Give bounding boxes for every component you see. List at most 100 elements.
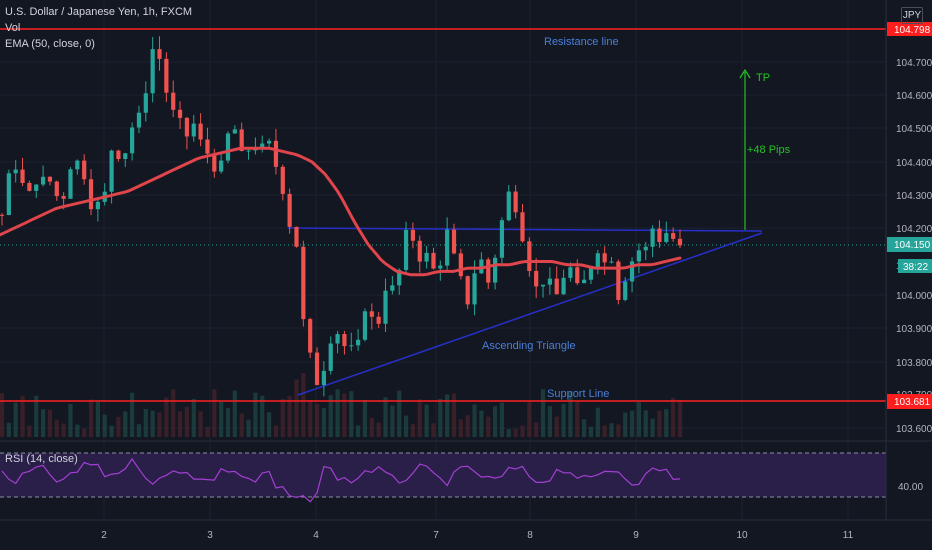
candle-body — [499, 220, 505, 258]
volume-bar — [95, 400, 100, 437]
volume-bar — [171, 389, 176, 437]
candle-body — [232, 129, 237, 134]
volume-bar — [445, 394, 450, 437]
time-tick: 9 — [633, 530, 639, 541]
candle-body — [0, 214, 5, 216]
volume-bar — [82, 428, 87, 437]
candle-body — [88, 179, 94, 210]
candle-body — [623, 281, 628, 300]
volume-bar — [390, 405, 395, 437]
volume-bar — [657, 410, 662, 437]
candle-body — [568, 267, 573, 278]
candle-body — [356, 339, 361, 346]
candle-body — [116, 150, 121, 160]
candle-body — [13, 169, 18, 174]
volume-bar — [13, 402, 18, 437]
volume-bar — [403, 415, 409, 437]
candle-body — [287, 193, 292, 227]
candle-body — [314, 352, 320, 386]
resistance-price-text: 104.798 — [894, 25, 931, 36]
resistance-label: Resistance line — [544, 36, 619, 48]
price-tick: 103.900 — [896, 324, 932, 335]
volume-bar — [273, 425, 279, 437]
volume-bar — [356, 425, 361, 437]
candle-body — [575, 267, 580, 284]
volume-bar — [643, 410, 648, 437]
candle-body — [171, 92, 176, 110]
volume-bar — [616, 424, 621, 437]
candle-body — [20, 169, 25, 183]
symbol-title[interactable]: U.S. Dollar / Japanese Yen, 1h, FXCM — [5, 6, 193, 18]
volume-bar — [177, 411, 183, 437]
volume-bar — [130, 392, 135, 437]
candle-body — [239, 129, 244, 151]
candle-body — [445, 229, 450, 266]
candle-body — [609, 261, 614, 263]
volume-bar — [554, 416, 559, 437]
candle-body — [458, 253, 463, 277]
candle-body — [390, 285, 395, 291]
volume-bar — [308, 400, 313, 437]
candle-body — [513, 191, 518, 213]
candle-body — [629, 261, 635, 282]
volume-bar — [568, 391, 573, 437]
candle-body — [184, 117, 190, 137]
time-tick: 7 — [433, 530, 439, 541]
price-tick: 104.600 — [896, 91, 932, 102]
candle-body — [47, 176, 53, 182]
volume-bar — [314, 403, 320, 437]
volume-bars — [0, 372, 683, 437]
currency-button[interactable]: JPY — [901, 7, 923, 24]
ema-legend[interactable]: EMA (50, close, 0) — [5, 38, 95, 50]
volume-bar — [520, 425, 525, 437]
candle-body — [369, 311, 374, 317]
candle-body — [397, 269, 402, 286]
volume-bar — [677, 399, 683, 437]
volume-bar — [198, 411, 203, 437]
volume-legend[interactable]: Vol — [5, 22, 21, 34]
candle-body — [595, 253, 600, 268]
volume-bar — [191, 398, 196, 437]
candle-body — [677, 238, 683, 246]
volume-bar — [61, 423, 66, 437]
time-axis[interactable]: 2 3 4 7 8 9 10 11 — [101, 530, 853, 541]
support-price-text: 103.681 — [894, 397, 931, 408]
volume-bar — [575, 401, 580, 437]
candle-body — [465, 276, 470, 305]
rsi-tick: 40.00 — [898, 482, 923, 493]
candle-body — [657, 228, 662, 243]
candle-body — [650, 228, 655, 247]
candle-body — [136, 112, 142, 128]
candle-body — [616, 261, 621, 300]
volume-bar — [458, 419, 463, 437]
candle-body — [164, 58, 169, 93]
rsi-band — [0, 453, 886, 497]
candle-body — [205, 139, 210, 154]
resistance-price-tag — [887, 22, 932, 36]
candle-body — [198, 123, 203, 140]
candle-body — [362, 311, 368, 340]
volume-bar — [582, 419, 587, 437]
candle-body — [321, 370, 326, 386]
volume-bar — [595, 407, 600, 437]
volume-bar — [636, 402, 642, 437]
time-tick: 10 — [736, 530, 748, 541]
volume-bar — [47, 409, 53, 437]
candle-body — [486, 259, 491, 283]
candle-body — [61, 196, 66, 199]
volume-bar — [602, 425, 607, 437]
support-price-tag — [887, 394, 932, 409]
candle-body — [150, 49, 155, 94]
price-tick: 104.200 — [896, 224, 932, 235]
candle-body — [349, 345, 354, 347]
candle-body — [383, 290, 388, 324]
volume-bar — [431, 423, 436, 437]
price-tick: 104.500 — [896, 124, 932, 135]
time-tick: 2 — [101, 530, 107, 541]
price-axis[interactable]: 104.700 104.600 104.500 104.400 104.300 … — [896, 58, 932, 493]
volume-bar — [157, 412, 162, 437]
candle-body — [191, 123, 196, 137]
price-tick: 103.600 — [896, 424, 932, 435]
volume-bar — [629, 410, 635, 437]
